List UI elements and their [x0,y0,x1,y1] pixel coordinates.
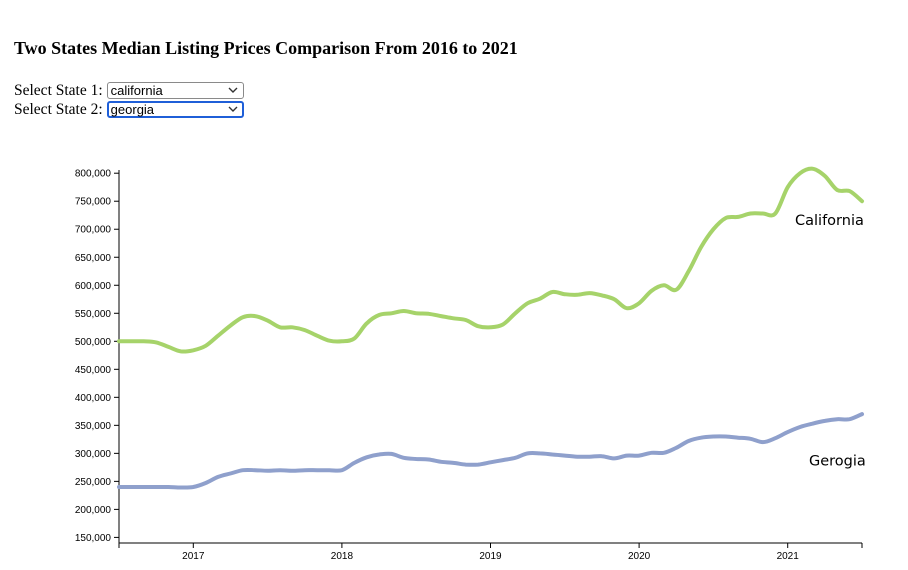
x-tick-label: 2017 [182,551,205,562]
series-line-california [117,166,864,354]
state1-label: Select State 1: [14,82,103,99]
y-tick-label: 250,000 [75,477,112,488]
y-tick-label: 650,000 [75,253,112,264]
y-tick-label: 300,000 [75,449,112,460]
state1-select[interactable]: california [106,82,244,99]
y-tick-label: 550,000 [75,309,112,320]
y-tick-label: 400,000 [75,393,112,404]
y-tick-label: 700,000 [75,225,112,236]
chevron-down-icon [228,106,238,112]
state2-label: Select State 2: [14,101,103,118]
state2-select[interactable]: georgia [106,101,244,118]
series-label-gerogia: Gerogia [809,453,866,469]
x-tick-label: 2020 [628,551,651,562]
state1-select-value: california [110,83,163,98]
state2-select-value: georgia [110,102,155,117]
state-selectors: Select State 1: california Select State … [14,81,244,119]
x-tick-label: 2018 [331,551,354,562]
y-tick-label: 600,000 [75,281,112,292]
x-tick-label: 2019 [479,551,502,562]
state2-row: Select State 2: georgia [14,100,244,119]
y-tick-label: 450,000 [75,365,112,376]
y-tick-label: 800,000 [75,169,112,180]
y-tick-label: 750,000 [75,197,112,208]
chevron-down-icon [228,87,238,93]
y-tick-label: 500,000 [75,337,112,348]
x-tick-label: 2021 [777,551,800,562]
page-title: Two States Median Listing Prices Compari… [14,38,518,58]
series-label-california: California [795,213,864,229]
y-tick-label: 200,000 [75,505,112,516]
y-tick-label: 350,000 [75,421,112,432]
y-tick-label: 150,000 [75,533,112,544]
state1-row: Select State 1: california [14,81,244,100]
series-line-gerogia [117,412,864,490]
